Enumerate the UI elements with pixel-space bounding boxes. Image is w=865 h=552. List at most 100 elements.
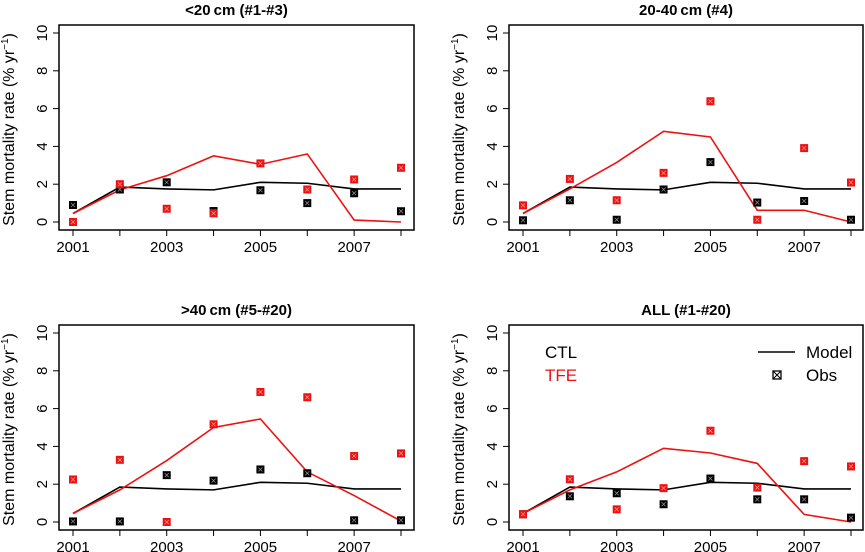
y-axis-label: Stem mortality rate (% yr−1) (450, 333, 468, 526)
point-cross (614, 217, 619, 222)
point-cross (164, 472, 169, 478)
point-cross (351, 518, 357, 523)
point-tfe-obs (303, 185, 312, 194)
point-ctl-obs (162, 471, 171, 480)
point-cross (567, 176, 573, 182)
point-tfe-obs (659, 168, 668, 177)
point-tfe-obs (256, 387, 265, 396)
panel-title: ALL (#1-#20) (641, 302, 731, 319)
y-tick-label: 4 (34, 142, 51, 150)
point-tfe-obs (162, 518, 171, 526)
panel-1: <20 cm (#1-#3) Stem mortality rate (% yr−… (0, 2, 415, 256)
x-tick-label: 2003 (600, 239, 633, 256)
point-tfe-obs (350, 175, 359, 184)
point-cross (755, 485, 760, 490)
line-tfe-model (72, 418, 402, 522)
point-cross (70, 477, 76, 482)
point-tfe-obs (350, 452, 359, 461)
point-tfe-obs (519, 201, 527, 210)
point-cross (117, 457, 123, 463)
panel-4: ALL (#1-#20) Stem mortality rate (% yr−1)… (450, 302, 864, 552)
point-tfe-obs (565, 174, 574, 183)
line-ctl-model (522, 181, 851, 215)
y-tick-label: 0 (34, 218, 51, 226)
line-tfe-model (72, 153, 402, 223)
point-cross (708, 159, 713, 165)
point-tfe-obs (847, 462, 855, 471)
point-ctl-obs (847, 215, 855, 224)
point-cross (614, 491, 619, 496)
point-cross (567, 198, 573, 203)
y-axis-label: Stem mortality rate (% yr−1) (0, 333, 18, 526)
point-cross (848, 515, 854, 520)
point-tfe-obs (303, 393, 312, 402)
point-cross (305, 395, 310, 400)
point-cross (755, 217, 760, 222)
point-cross (164, 206, 169, 212)
point-cross (305, 200, 310, 206)
point-cross (755, 497, 760, 502)
point-ctl-obs (209, 476, 218, 485)
plot-frame (508, 324, 864, 531)
line-tfe-model (522, 447, 852, 523)
y-tick-label: 8 (484, 67, 501, 75)
panel-3: >40 cm (#5-#20) Stem mortality rate (% yr… (0, 302, 415, 552)
y-tick-label: 2 (34, 180, 51, 188)
y-tick-label: 6 (34, 404, 51, 412)
point-cross (708, 428, 713, 433)
y-tick-label: 0 (484, 518, 501, 526)
point-cross (567, 494, 573, 499)
point-ctl-obs (753, 198, 762, 207)
point-cross (848, 217, 854, 222)
point-tfe-obs (612, 505, 621, 514)
point-cross (398, 518, 404, 523)
point-cross (661, 501, 666, 507)
x-tick-label: 2003 (150, 539, 183, 552)
plot-frame (508, 24, 864, 231)
point-tfe-obs (706, 426, 715, 435)
legend-tfe: TFE (545, 366, 577, 385)
y-tick-label: 10 (34, 25, 51, 42)
x-tick-label: 2005 (694, 239, 727, 256)
point-tfe-obs (69, 475, 77, 484)
point-cross (708, 98, 713, 104)
point-cross (848, 464, 854, 469)
point-cross (70, 202, 76, 208)
x-tick-label: 2007 (337, 539, 370, 552)
y-tick-label: 4 (484, 442, 501, 450)
x-tick-label: 2007 (787, 239, 820, 256)
point-ctl-obs (800, 495, 809, 504)
point-cross (117, 181, 123, 187)
x-tick-label: 2001 (506, 539, 539, 552)
point-tfe-obs (612, 196, 621, 205)
y-tick-label: 8 (34, 67, 51, 75)
point-ctl-obs (659, 185, 668, 194)
x-tick-label: 2005 (244, 539, 277, 552)
panel-2: 20-40 cm (#4) Stem mortality rate (% yr−1… (450, 2, 864, 256)
point-ctl-obs (800, 197, 809, 206)
legend-obs-symbol (772, 370, 782, 380)
point-cross (848, 180, 854, 185)
point-tfe-obs (115, 455, 124, 464)
y-axis-label: Stem mortality rate (% yr−1) (450, 33, 468, 226)
point-tfe-obs (800, 457, 809, 466)
point-ctl-obs (397, 207, 405, 216)
point-tfe-obs (753, 483, 762, 492)
x-tick-label: 2001 (506, 239, 539, 256)
point-tfe-obs (753, 215, 762, 224)
y-tick-label: 4 (484, 142, 501, 150)
point-ctl-obs (753, 495, 762, 504)
panel-title: >40 cm (#5-#20) (181, 302, 292, 319)
point-cross (520, 218, 526, 223)
legend-obs-cross (772, 370, 782, 380)
point-cross (70, 519, 76, 524)
point-ctl-obs (69, 517, 77, 526)
point-tfe-obs (69, 218, 77, 226)
point-ctl-obs (565, 196, 574, 205)
legend-ctl: CTL (545, 343, 577, 362)
point-cross (211, 422, 216, 427)
point-cross (258, 188, 263, 193)
point-cross (258, 161, 263, 166)
point-tfe-obs (847, 178, 855, 187)
